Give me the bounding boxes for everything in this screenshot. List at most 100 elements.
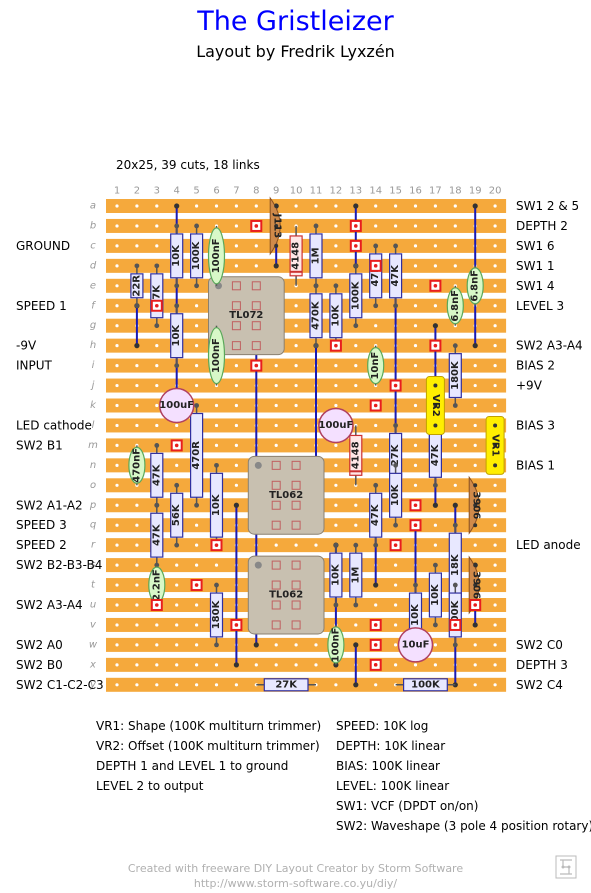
resistor-body xyxy=(428,572,442,618)
transistor-label: 3906 xyxy=(471,571,482,599)
row-letter: u xyxy=(90,600,96,611)
transistor-pin xyxy=(473,483,478,488)
strip-hole xyxy=(175,563,179,567)
right-connection-label: SW1 4 xyxy=(516,279,555,293)
copper-strip xyxy=(106,358,507,373)
column-number: 12 xyxy=(330,186,343,197)
strip-cut-center xyxy=(373,403,378,408)
strip-hole xyxy=(473,643,477,647)
strip-hole xyxy=(433,543,437,547)
column-number: 1 xyxy=(114,186,120,197)
resistor-value: 47K xyxy=(370,264,381,287)
column-number: 2 xyxy=(134,186,140,197)
strip-cut-center xyxy=(234,623,239,627)
strip-hole xyxy=(493,483,497,487)
left-connection-label: SPEED 1 xyxy=(16,299,67,313)
strip-hole xyxy=(115,683,119,687)
strip-hole xyxy=(115,344,119,348)
strip-hole xyxy=(115,264,119,268)
strip-hole xyxy=(334,683,338,687)
resistor-value: 47K xyxy=(430,443,441,466)
strip-cut-center xyxy=(155,303,159,308)
strip-cut-center xyxy=(373,643,378,647)
film-capacitor xyxy=(327,626,345,664)
strip-hole xyxy=(294,663,298,667)
footer-credit: Created with freeware DIY Layout Creator… xyxy=(127,862,464,875)
resistor-pad xyxy=(313,343,319,349)
strip-hole xyxy=(473,364,477,368)
strip-hole xyxy=(394,603,398,607)
strip-hole xyxy=(135,224,139,228)
strip-hole xyxy=(374,463,378,467)
strip-hole xyxy=(413,304,418,308)
resistor-pad xyxy=(433,622,438,628)
resistor-pad xyxy=(174,283,180,289)
strip-hole xyxy=(175,683,179,687)
strip-hole xyxy=(413,324,418,328)
strip-hole xyxy=(493,623,497,627)
strip-hole xyxy=(274,543,278,547)
strip-hole xyxy=(334,483,338,487)
column-number: 9 xyxy=(273,186,279,197)
right-connection-label: BIAS 2 xyxy=(516,359,555,373)
strip-hole xyxy=(115,503,119,507)
ic-pin xyxy=(291,480,301,490)
strip-hole xyxy=(493,204,497,208)
strip-hole xyxy=(493,364,497,368)
row-letter: c xyxy=(90,240,96,251)
strip-cut-center xyxy=(473,603,478,607)
resistor-value: 100K xyxy=(350,280,361,310)
strip-hole xyxy=(493,603,497,607)
resistor-pad xyxy=(452,642,458,648)
link-end xyxy=(233,662,239,668)
strip-hole xyxy=(413,364,418,368)
strip-hole xyxy=(195,324,199,328)
strip-hole xyxy=(394,643,398,647)
strip-hole xyxy=(394,204,398,208)
right-connection-label: DEPTH 3 xyxy=(516,658,568,672)
link-end xyxy=(174,203,180,209)
ic-pin xyxy=(291,560,301,570)
strip-hole xyxy=(115,643,119,647)
note-line: LEVEL 2 to output xyxy=(96,779,204,793)
footer-url[interactable]: http://www.storm-software.co.yu/diy/ xyxy=(193,877,398,890)
strip-hole xyxy=(374,603,378,607)
ic-pin xyxy=(271,460,281,470)
strip-cut-center xyxy=(334,343,338,348)
strip-hole xyxy=(135,623,139,627)
note-line: SW2: Waveshape (3 pole 4 position rotary… xyxy=(336,819,591,833)
column-number: 20 xyxy=(489,186,502,197)
copper-strip xyxy=(106,538,507,553)
film-capacitor xyxy=(466,267,484,305)
strip-hole xyxy=(413,344,418,348)
strip-hole xyxy=(354,344,358,348)
link-end xyxy=(353,682,359,688)
strip-hole xyxy=(135,244,139,248)
capacitor-value: 10nF xyxy=(370,352,381,380)
link-end xyxy=(353,642,359,648)
ic-pin xyxy=(271,480,281,490)
note-line: SW1: VCF (DPDT on/on) xyxy=(336,799,479,813)
strip-hole xyxy=(115,304,119,308)
strip-hole xyxy=(394,583,398,587)
ic-label: TL062 xyxy=(269,490,303,501)
column-number: 3 xyxy=(154,186,160,197)
left-connection-label: INPUT xyxy=(16,359,53,373)
strip-hole xyxy=(234,483,238,487)
strip-hole xyxy=(354,503,358,507)
strip-hole xyxy=(274,383,278,388)
resistor-value: 470R xyxy=(191,441,202,470)
row-letter: j xyxy=(90,380,95,391)
resistor-value: 47K xyxy=(151,523,162,546)
strip-hole xyxy=(294,543,298,547)
link-end xyxy=(472,622,478,628)
strip-hole xyxy=(274,403,278,408)
strip-hole xyxy=(195,643,199,647)
copper-strip xyxy=(106,378,507,393)
strip-hole xyxy=(214,204,219,208)
strip-hole xyxy=(473,463,477,467)
strip-hole xyxy=(155,423,159,428)
strip-hole xyxy=(374,224,378,228)
strip-hole xyxy=(175,663,179,667)
resistor-pad xyxy=(353,542,359,548)
